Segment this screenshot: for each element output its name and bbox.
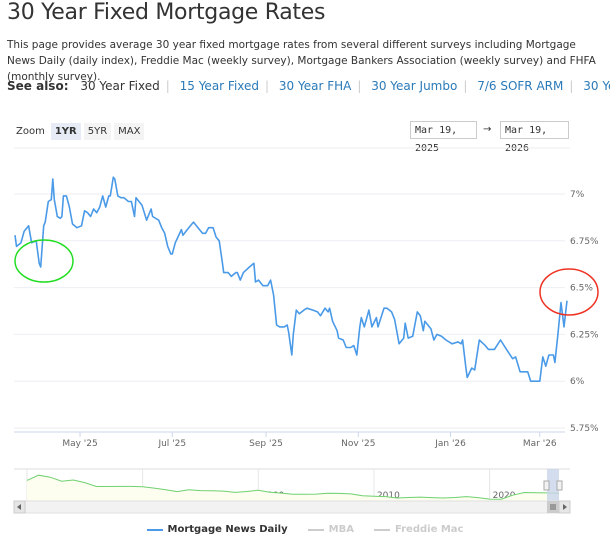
legend-item-freddie-mac[interactable]: Freddie Mac [373,524,464,535]
x-tick-label: May '25 [62,439,97,449]
navigator-area [27,475,559,501]
x-tick-label: Jul '25 [157,439,186,449]
see-also-label: See also: [7,79,69,93]
x-tick-label: Nov '25 [341,439,375,449]
scrollbar-track[interactable] [13,500,571,514]
y-tick-label: 6.5% [570,284,593,294]
zoom-label: Zoom [16,126,45,137]
page-title: 30 Year Fixed Mortgage Rates [7,0,326,25]
zoom-controls: Zoom 1YR 5YR MAX [16,123,145,140]
page-description: This page provides average 30 year fixed… [7,39,596,83]
navigator-handle-right[interactable] [556,480,563,491]
navigator-line [26,474,560,500]
x-tick-label: Sep '25 [249,439,283,449]
y-tick-label: 5.75% [570,424,599,434]
arrow-left-icon [17,504,21,510]
annotation-circle-green [14,239,74,283]
see-also-30-year-fixed: 30 Year Fixed [80,79,160,93]
legend-swatch [146,528,163,531]
y-tick-label: 6.75% [570,237,599,247]
series-line-mortgage-news-daily [14,176,568,382]
legend-label: Freddie Mac [394,524,464,535]
divider: | [463,79,468,93]
grip-icon [550,504,556,510]
x-tick-label: Mar '26 [523,439,557,449]
see-also-30-year-jumbo[interactable]: 30 Year Jumbo [371,79,458,93]
divider: | [569,79,574,93]
y-tick-label: 6.25% [570,330,599,340]
see-also-30-year-fha[interactable]: 30 Year FHA [278,79,352,93]
zoom-5yr-button[interactable]: 5YR [83,123,112,140]
legend-swatch [373,528,390,531]
zoom-1yr-button[interactable]: 1YR [50,123,81,140]
divider: | [165,79,170,93]
navigator-selection[interactable] [547,469,559,501]
see-also-7-6-sofr-arm[interactable]: 7/6 SOFR ARM [477,79,564,93]
legend-item-mba[interactable]: MBA [307,524,354,535]
navigator-tick-label: 2010 [377,491,400,501]
annotation-circle-red [539,268,599,316]
divider: | [357,79,362,93]
divider: | [265,79,270,93]
y-tick-label: 6% [570,377,585,387]
y-tick-label: 7% [570,190,585,200]
chart-legend: Mortgage News Daily MBA Freddie Mac [0,524,610,535]
navigator-tick-label: 2020 [493,491,516,501]
navigator-handle-left[interactable] [543,480,550,491]
date-range-arrow: → [483,124,492,135]
x-tick-label: Jan '26 [434,439,466,449]
arrow-right-icon [563,504,567,510]
scrollbar[interactable] [13,500,571,514]
legend-item-mortgage-news-daily[interactable]: Mortgage News Daily [146,524,288,535]
legend-label: Mortgage News Daily [167,524,288,535]
see-also-15-year-fixed[interactable]: 15 Year Fixed [179,79,260,93]
navigator[interactable]: 19801990200020102020 [14,468,570,501]
zoom-max-button[interactable]: MAX [114,123,145,140]
legend-swatch [307,528,324,531]
legend-label: MBA [328,524,354,535]
see-also-30-year-va[interactable]: 30 Year VA [583,79,610,93]
see-also-nav: See also: 30 Year Fixed | 15 Year Fixed | … [7,79,610,93]
